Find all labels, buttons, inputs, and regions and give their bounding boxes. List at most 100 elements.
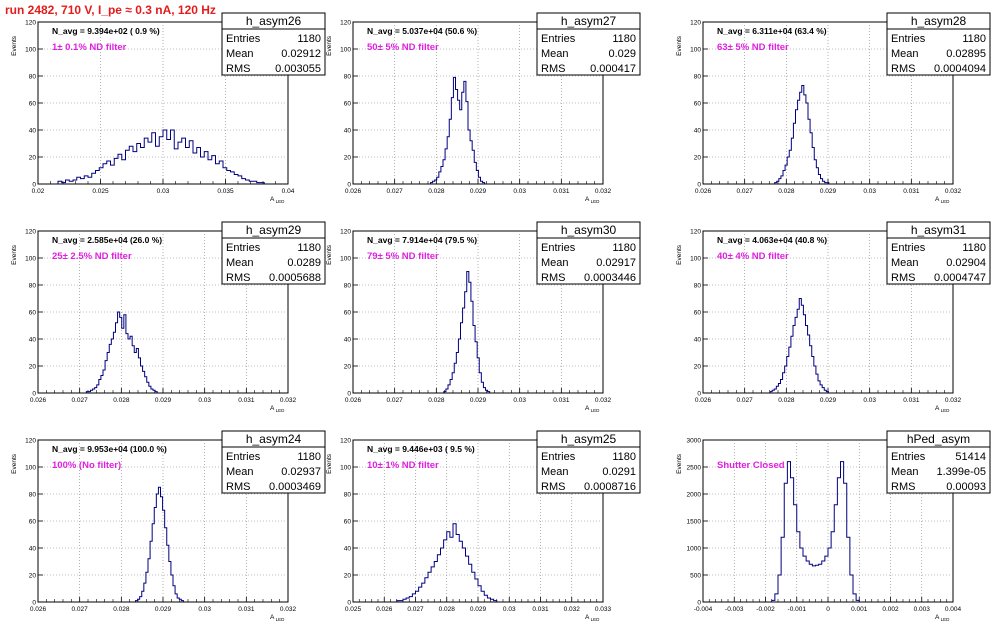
x-tick-label: 0.031: [238, 606, 255, 613]
filter-label: 10± 1% ND filter: [367, 460, 439, 471]
x-tick-label: 0.032: [595, 188, 612, 195]
x-axis-label: A LED: [935, 405, 950, 413]
y-tick-label: 60: [694, 101, 702, 108]
x-tick-label: 0.03: [157, 188, 170, 195]
x-tick-label: 0.026: [695, 188, 712, 195]
stats-label: RMS: [541, 272, 565, 284]
x-tick-label: 0.03: [198, 397, 211, 404]
histogram-series: [135, 486, 184, 602]
x-tick-label: 0.026: [376, 606, 393, 613]
stats-value: 1180: [297, 33, 321, 45]
stats-box: [886, 237, 991, 285]
x-tick-label: 0.029: [155, 397, 172, 404]
x-axis-label: A LED: [270, 614, 285, 622]
stats-label: Mean: [891, 48, 919, 60]
stats-box: [536, 28, 641, 76]
y-tick-label: 100: [340, 465, 351, 472]
x-tick-label: 0.032: [945, 397, 962, 404]
y-tick-label: 0: [697, 600, 701, 607]
stats-value: 1180: [612, 451, 636, 463]
x-tick-label: 0.04: [282, 188, 295, 195]
filter-label: 1± 0.1% ND filter: [52, 42, 127, 53]
x-tick-label: -0.004: [694, 606, 713, 613]
stats-value: 0.0003469: [269, 481, 321, 493]
x-tick-label: -0.001: [788, 606, 807, 613]
stats-title: h_asym27: [561, 14, 617, 28]
x-tick-label: 0.026: [695, 397, 712, 404]
y-tick-label: 20: [344, 364, 352, 371]
x-axis-label: A LED: [935, 614, 950, 622]
histogram-panel-h_asym25: 0.025 0.026 0.027 0.028 0.029 0.03 0.031 0.032 0…: [326, 430, 641, 622]
y-tick-label: 60: [694, 310, 702, 317]
x-tick-label: 0.031: [238, 397, 255, 404]
x-tick-label: 0.026: [345, 188, 362, 195]
stats-label: Entries: [226, 33, 261, 45]
x-tick-label: 0.029: [820, 397, 837, 404]
x-tick-label: 0.027: [387, 397, 404, 404]
y-tick-label: 60: [29, 101, 37, 108]
x-tick-label: 0.03: [503, 606, 516, 613]
x-axis-label: A LED: [585, 196, 600, 204]
stats-box: [536, 446, 641, 494]
x-tick-label: 0.03: [863, 188, 876, 195]
x-tick-label: 0.03: [198, 606, 211, 613]
x-tick-label: 0.028: [113, 606, 130, 613]
histogram-panel-h_asym30: 0.026 0.027 0.028 0.029 0.03 0.031 0.032 0 20 40 6…: [326, 221, 641, 413]
stats-value: 0.0004094: [934, 63, 986, 75]
y-tick-label: 120: [340, 438, 351, 445]
x-tick-label: 0.028: [428, 188, 445, 195]
y-axis-label: Events: [326, 453, 333, 474]
y-tick-label: 0: [32, 182, 36, 189]
stats-label: Entries: [226, 451, 261, 463]
stats-box: [536, 237, 641, 285]
x-tick-label: 0.031: [553, 188, 570, 195]
y-tick-label: 120: [25, 229, 36, 236]
x-axis-label: A LED: [270, 196, 285, 204]
x-tick-label: 0.03: [513, 397, 526, 404]
stats-value: 51414: [955, 451, 986, 463]
y-tick-label: 60: [29, 310, 37, 317]
y-axis-label: Events: [326, 244, 333, 265]
y-tick-label: 40: [694, 128, 702, 135]
x-tick-label: 0.002: [882, 606, 899, 613]
y-tick-label: 80: [29, 283, 37, 290]
histogram-series: [443, 271, 491, 393]
y-tick-label: 80: [29, 492, 37, 499]
stats-label: RMS: [541, 63, 565, 75]
stats-label: Mean: [541, 257, 569, 269]
y-tick-label: 0: [697, 391, 701, 398]
filter-label: 63± 5% ND filter: [717, 42, 789, 53]
x-tick-label: 0.027: [72, 606, 89, 613]
x-tick-label: 0.03: [863, 397, 876, 404]
navg-label: N_avg = 5.037e+04 (50.6 %): [367, 26, 477, 36]
y-tick-label: 120: [25, 438, 36, 445]
x-tick-label: 0.027: [387, 188, 404, 195]
histogram-series: [774, 84, 830, 184]
histogram-panel-h_asym31: 0.026 0.027 0.028 0.029 0.03 0.031 0.032 0 20 40 6…: [676, 221, 991, 413]
y-tick-label: 40: [344, 546, 352, 553]
y-tick-label: 1000: [687, 546, 702, 553]
stats-label: RMS: [891, 272, 915, 284]
filter-label: 50± 5% ND filter: [367, 42, 439, 53]
x-tick-label: 0.032: [595, 397, 612, 404]
stats-title: h_asym28: [911, 14, 967, 28]
y-tick-label: 120: [690, 20, 701, 27]
stats-value: 0.02895: [946, 48, 986, 60]
stats-value: 0.0008716: [584, 481, 636, 493]
stats-value: 1180: [297, 451, 321, 463]
y-tick-label: 60: [344, 101, 352, 108]
navg-label: N_avg = 9.394e+02 ( 0.9 %): [52, 26, 160, 36]
stats-value: 1180: [612, 33, 636, 45]
x-tick-label: 0.032: [945, 188, 962, 195]
stats-title: h_asym25: [561, 432, 617, 446]
stats-value: 0.0005688: [269, 272, 321, 284]
stats-label: Mean: [891, 466, 919, 478]
y-tick-label: 40: [29, 128, 37, 135]
y-tick-label: 100: [340, 256, 351, 263]
y-tick-label: 80: [344, 74, 352, 81]
y-tick-label: 80: [29, 74, 37, 81]
x-tick-label: 0.033: [595, 606, 612, 613]
x-tick-label: 0.029: [470, 188, 487, 195]
y-tick-label: 40: [694, 337, 702, 344]
x-tick-label: 0.029: [820, 188, 837, 195]
